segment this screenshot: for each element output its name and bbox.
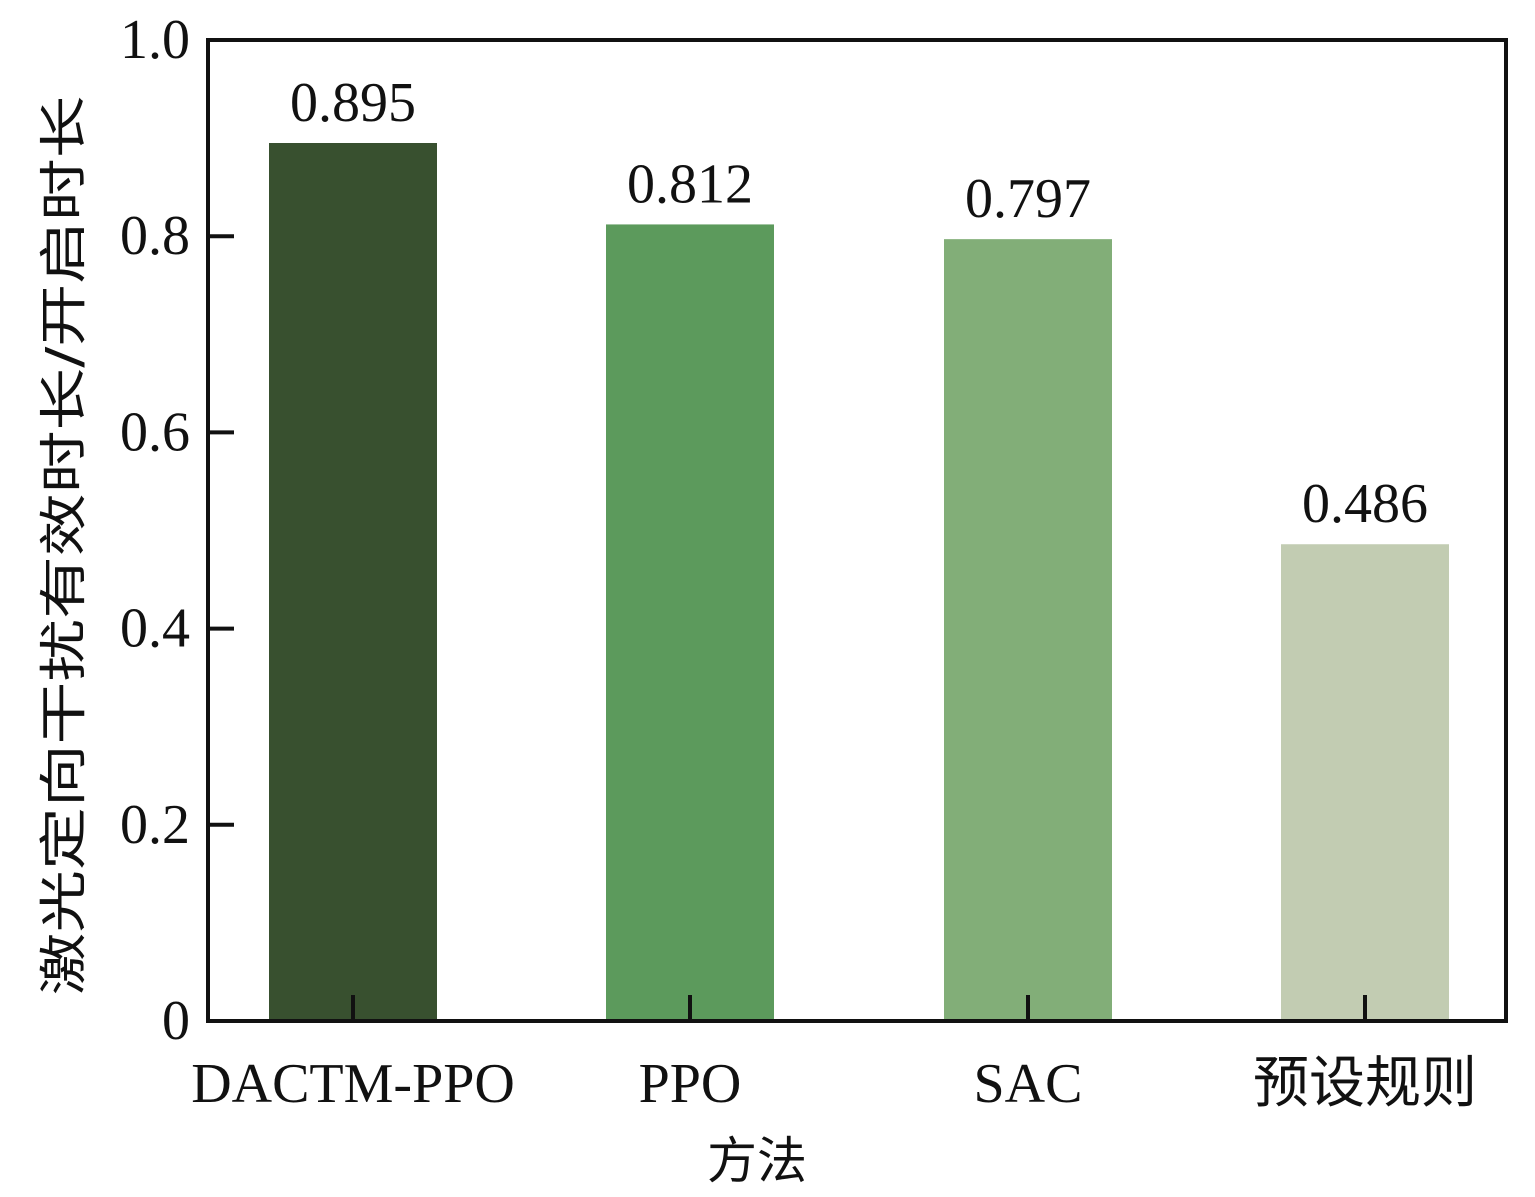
y-tick-label-3: 0.4: [120, 598, 190, 660]
y-tick-label-4: 0.6: [120, 401, 190, 463]
bar-1: [269, 143, 437, 1021]
bar-3: [944, 239, 1112, 1021]
y-tick-label-6: 1.0: [120, 9, 190, 71]
y-axis-ticks: 0 0.2 0.4 0.6 0.8 1.0: [120, 9, 234, 1052]
x-axis-title: 方法: [707, 1132, 807, 1190]
bars-group: [269, 143, 1449, 1022]
bar-4: [1281, 544, 1449, 1021]
y-tick-label-5: 0.8: [120, 205, 190, 267]
bar-2: [606, 224, 774, 1022]
y-axis-title: 激光定向干扰有效时长/开启时长: [36, 96, 92, 996]
x-tick-label-2: PPO: [639, 1053, 742, 1115]
value-labels-group: 0.895 0.812 0.797 0.486: [290, 72, 1428, 535]
value-label-3: 0.797: [965, 168, 1091, 230]
value-label-1: 0.895: [290, 72, 416, 134]
x-tick-label-3: SAC: [974, 1053, 1083, 1115]
y-tick-label-1: 0: [162, 990, 190, 1052]
x-tick-label-1: DACTM-PPO: [191, 1053, 515, 1115]
x-tick-label-4: 预设规则: [1253, 1053, 1477, 1115]
plot-frame: [206, 38, 1508, 1023]
x-axis-ticks: DACTM-PPO PPO SAC 预设规则: [191, 995, 1477, 1115]
y-tick-label-2: 0.2: [120, 794, 190, 856]
value-label-2: 0.812: [627, 153, 753, 215]
value-label-4: 0.486: [1302, 473, 1428, 535]
